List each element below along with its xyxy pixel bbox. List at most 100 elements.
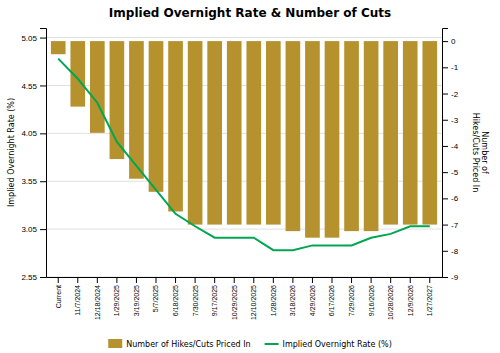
tick-label: -9 xyxy=(451,273,459,282)
tick: 5.05 xyxy=(21,34,46,43)
tick: 4.05 xyxy=(21,129,46,138)
tick-mark xyxy=(175,277,176,283)
tick: 0 xyxy=(442,37,456,46)
title: Implied Overnight Rate & Number of Cuts xyxy=(109,6,391,20)
tick-mark xyxy=(156,277,157,283)
tick: 3.05 xyxy=(21,225,46,234)
tick: 6/17/2026 xyxy=(328,277,335,316)
tick-label: -6 xyxy=(451,194,459,203)
y2-axis-label: Number ofHikes/Cuts Priced In xyxy=(471,113,489,192)
tick-label: 12/9/2026 xyxy=(407,285,414,316)
tick-label: 3/19/2025 xyxy=(133,285,140,316)
tick: 1/28/2026 xyxy=(270,277,277,316)
tick-label: 0 xyxy=(451,37,456,46)
tick: 3.55 xyxy=(21,177,46,186)
tick: 11/7/2024 xyxy=(74,277,81,316)
tick: -6 xyxy=(442,194,459,203)
tick-label: 5.05 xyxy=(21,34,37,43)
tick-label: -3 xyxy=(451,116,459,125)
tick-mark xyxy=(77,277,78,283)
tick-label: 3/18/2026 xyxy=(289,285,296,316)
legend-item: Number of Hikes/Cuts Priced In xyxy=(108,339,250,349)
tick: -3 xyxy=(442,116,459,125)
tick: -7 xyxy=(442,221,459,230)
tick: Current xyxy=(55,277,62,308)
grid-line xyxy=(46,133,442,134)
tick-mark xyxy=(214,277,215,283)
grid-line xyxy=(46,277,442,278)
tick-mark xyxy=(292,277,293,283)
tick-label: -4 xyxy=(451,142,459,151)
tick-mark xyxy=(442,41,448,42)
tick: 3/19/2025 xyxy=(133,277,140,316)
bar xyxy=(266,41,281,224)
tick-label: 3.55 xyxy=(21,177,37,186)
tick-mark xyxy=(234,277,235,283)
bar xyxy=(188,41,203,224)
bar xyxy=(51,41,66,54)
line xyxy=(58,59,430,251)
tick-label: 4/29/2026 xyxy=(309,285,316,316)
tick-label: 1/29/2025 xyxy=(113,285,120,316)
tick-mark xyxy=(442,277,448,278)
bar xyxy=(149,41,164,192)
bar xyxy=(383,41,398,224)
tick-mark xyxy=(442,198,448,199)
axis-y2ticks: 0-1-2-3-4-5-6-7-8-9 xyxy=(442,29,459,283)
tick-label: 5/7/2025 xyxy=(152,285,159,312)
tick: 6/18/2025 xyxy=(172,277,179,316)
tick: 10/28/2026 xyxy=(387,277,394,320)
tick-label: Current xyxy=(55,285,62,308)
plot-area: 2.553.053.554.054.555.050-1-2-3-4-5-6-7-… xyxy=(21,29,458,321)
tick-label: 2.55 xyxy=(21,273,37,282)
tick-mark xyxy=(253,277,254,283)
tick-mark xyxy=(429,277,430,283)
tick-mark xyxy=(40,38,46,39)
tick-mark xyxy=(58,277,59,283)
bar xyxy=(90,41,105,133)
tick-mark xyxy=(442,225,448,226)
bar xyxy=(305,41,320,238)
tick-mark xyxy=(371,277,372,283)
legend: Number of Hikes/Cuts Priced In Implied Ov… xyxy=(108,339,392,349)
tick: 7/29/2026 xyxy=(348,277,355,316)
axis-line xyxy=(443,29,449,278)
tick: 2.55 xyxy=(21,273,46,282)
tick-mark xyxy=(410,277,411,283)
bar xyxy=(246,41,261,224)
tick: -1 xyxy=(442,63,459,72)
tick-mark xyxy=(97,277,98,283)
tick: 1/27/2027 xyxy=(426,277,433,316)
tick-mark xyxy=(442,120,448,121)
tick-mark xyxy=(40,181,46,182)
tick: 12/10/2025 xyxy=(250,277,257,320)
tick-mark xyxy=(40,133,46,134)
tick: 12/18/2024 xyxy=(94,277,101,320)
bar xyxy=(422,41,437,224)
tick: -5 xyxy=(442,168,459,177)
tick-label: -5 xyxy=(451,168,459,177)
tick-label: 10/28/2026 xyxy=(387,285,394,320)
bar xyxy=(227,41,242,224)
tick-label: 9/17/2025 xyxy=(211,285,218,316)
tick-mark xyxy=(40,229,46,230)
chart: 2.553.053.554.054.555.050-1-2-3-4-5-6-7-… xyxy=(0,0,500,353)
tick-label: 7/29/2026 xyxy=(348,285,355,316)
tick: 1/29/2025 xyxy=(113,277,120,316)
grid xyxy=(46,38,442,277)
tick-label: 6/18/2025 xyxy=(172,285,179,316)
legend-swatch xyxy=(108,339,122,348)
tick-mark xyxy=(442,67,448,68)
tick-label: 1/28/2026 xyxy=(270,285,277,316)
tick-label: 6/17/2026 xyxy=(328,285,335,316)
tick: -4 xyxy=(442,142,459,151)
legend-label: Implied Overnight Rate (%) xyxy=(283,340,392,349)
legend-label: Number of Hikes/Cuts Priced In xyxy=(126,340,250,349)
tick: 12/9/2026 xyxy=(407,277,414,316)
grid-line xyxy=(46,85,442,86)
grid-line xyxy=(46,181,442,182)
tick-label: -7 xyxy=(451,221,459,230)
tick-mark xyxy=(40,277,46,278)
tick-mark xyxy=(273,277,274,283)
tick: 9/17/2025 xyxy=(211,277,218,316)
